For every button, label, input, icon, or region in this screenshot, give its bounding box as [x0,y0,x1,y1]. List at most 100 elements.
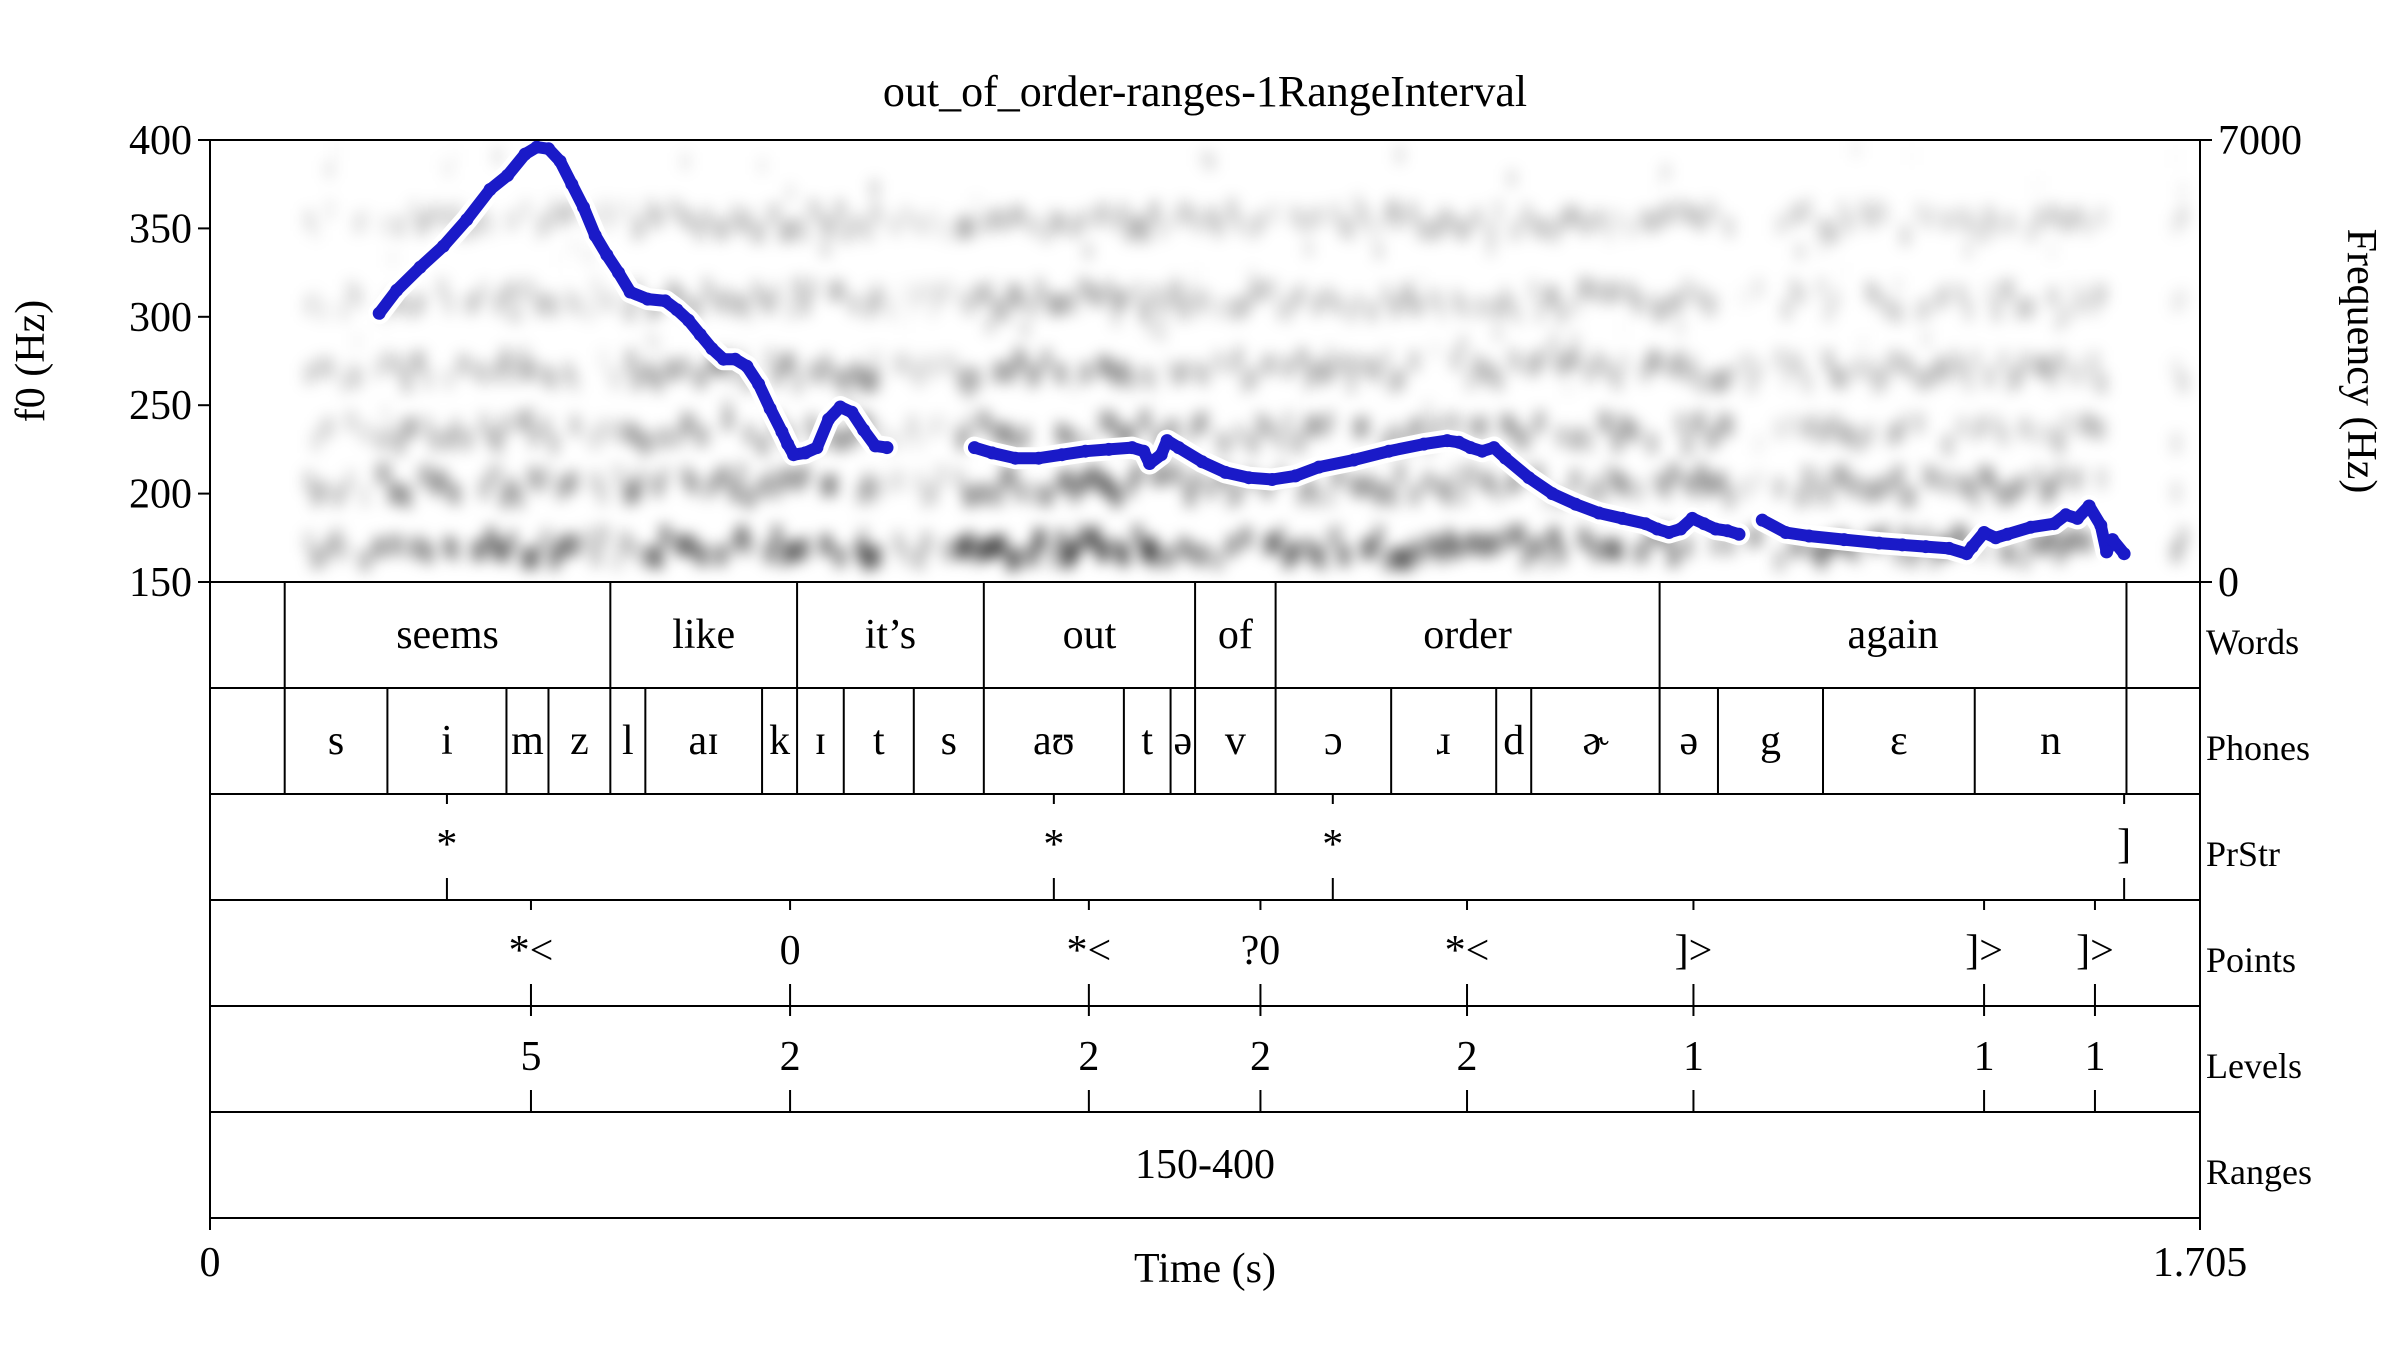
spectro-cell [1062,468,1074,491]
spectro-cell [1149,199,1161,222]
spectro-cell [1956,356,1968,379]
spectro-cell [1914,300,1926,323]
spectro-cell [1170,364,1182,387]
spectro-cell [722,286,734,309]
spectro-cell [991,361,1003,384]
spectro-cell [317,299,329,322]
spectro-cell [2054,206,2066,229]
spectro-cell [1604,537,1616,560]
spectro-cell [1408,201,1420,224]
spectro-cell [324,160,335,179]
spectro-cell [408,297,420,320]
spectro-cell [1492,297,1504,320]
spectro-cell [1837,463,1849,486]
y-tick-label-right: 0 [2218,560,2239,606]
spectro-cell [871,477,883,500]
spectro-cell [871,546,883,569]
spectro-cell [2170,213,2182,236]
spectro-cell [757,287,769,310]
spectro-cell [680,208,692,231]
spectro-cell [1632,422,1644,445]
spectro-cell [1198,211,1210,234]
spectro-cell [963,531,975,554]
spectro-cell [1576,525,1588,548]
spectro-cell [324,536,336,559]
spectro-cell [1506,524,1518,547]
spectro-cell [478,279,490,302]
spectro-cell [1261,278,1272,297]
spectro-cell [1422,399,1433,418]
spectro-cell [1998,424,2010,447]
spectro-cell [1006,462,1017,485]
spectro-cell [1069,481,1081,504]
spectro-cell [1716,411,1728,434]
pitch-point [1522,471,1536,485]
spectro-cell [680,534,692,557]
spectro-cell [548,296,560,319]
spectro-cell [2061,301,2073,324]
spectro-cell [1583,213,1595,236]
spectro-cell [1787,536,1799,559]
spectro-cell [1872,372,1884,395]
spectro-cell [1352,192,1363,211]
spectro-cell [1872,286,1884,309]
spectro-cell [1048,208,1060,231]
spectro-cell [1177,299,1189,322]
spectro-cell [583,300,595,323]
spectro-cell [1226,297,1238,320]
spectro-cell [1156,324,1167,343]
spectro-cell [1297,396,1307,414]
spectro-cell [485,464,497,487]
spectro-cell [1921,463,1933,486]
spectro-cell [1851,432,1863,455]
spectro-cell [352,332,363,351]
spectro-cell [743,423,755,446]
spectro-cell [701,479,713,502]
spectro-cell [1752,276,1764,299]
spectro-cell [527,547,539,570]
spectro-cell [1816,276,1828,299]
spectro-cell [1604,464,1616,487]
spectro-cell [885,212,897,235]
spectro-cell [687,534,699,557]
spectro-cell [977,538,989,561]
spectro-cell [1118,544,1130,567]
spectro-cell [771,201,783,224]
spectro-cell [569,469,581,492]
spectro-cell [1513,352,1525,375]
spectro-cell [1303,536,1315,559]
spectro-cell [415,349,427,372]
interval-label: ɛ [1890,718,1908,764]
spectro-cell [1450,215,1462,238]
interval-label: i [441,718,453,764]
spectro-cell [1366,474,1378,497]
spectro-cell [373,536,385,559]
spectro-cell [1513,217,1525,240]
spectro-cell [1436,299,1448,322]
spectro-cell [848,425,860,448]
spectro-cell [324,415,336,438]
spectro-cell [1928,204,1940,227]
spectro-cell [963,294,975,317]
spectro-cell [862,549,874,572]
spectro-cell [792,214,804,237]
pitch-point [1569,497,1583,511]
spectro-cell [984,417,996,440]
spectro-cell [611,292,623,315]
spectro-cell [1139,300,1151,323]
spectro-cell [506,209,518,232]
pitch-point [1779,526,1793,539]
pitch-point [752,377,766,391]
spectro-cell [1163,462,1175,485]
pitch-point [763,402,777,416]
spectro-cell [1296,484,1308,507]
spectro-cell [1787,276,1799,299]
spectro-cell [1527,355,1539,378]
spectro-cell [1991,413,2003,436]
spectro-cell [604,209,616,232]
spectro-cell [1275,524,1287,547]
spectro-cell [415,466,427,489]
spectro-cell [1457,483,1469,506]
spectro-cell [415,215,427,238]
spectro-cell [1464,213,1476,236]
